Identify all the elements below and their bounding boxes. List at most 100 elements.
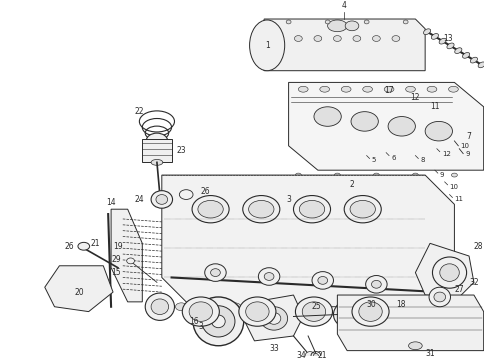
- Ellipse shape: [427, 86, 437, 92]
- Ellipse shape: [439, 38, 446, 44]
- Ellipse shape: [192, 195, 229, 223]
- Ellipse shape: [294, 36, 302, 41]
- Text: 33: 33: [269, 344, 279, 353]
- Ellipse shape: [455, 48, 462, 54]
- Ellipse shape: [388, 117, 416, 136]
- Ellipse shape: [366, 275, 387, 293]
- Ellipse shape: [78, 242, 90, 250]
- Ellipse shape: [248, 201, 274, 218]
- Ellipse shape: [470, 57, 478, 63]
- Ellipse shape: [339, 308, 355, 321]
- Ellipse shape: [146, 133, 168, 149]
- Ellipse shape: [350, 201, 375, 218]
- Text: 21: 21: [318, 351, 327, 360]
- Text: 22: 22: [135, 107, 144, 116]
- Ellipse shape: [425, 121, 452, 141]
- Ellipse shape: [314, 354, 318, 357]
- Ellipse shape: [403, 20, 408, 24]
- Ellipse shape: [341, 86, 351, 92]
- Polygon shape: [45, 266, 113, 312]
- Ellipse shape: [334, 302, 361, 327]
- Text: 13: 13: [442, 34, 452, 43]
- Ellipse shape: [145, 293, 174, 320]
- Text: 11: 11: [454, 197, 464, 202]
- Text: 30: 30: [367, 300, 376, 309]
- Ellipse shape: [478, 62, 485, 68]
- Ellipse shape: [245, 302, 269, 321]
- Text: 7: 7: [466, 131, 471, 140]
- Ellipse shape: [363, 86, 372, 92]
- Polygon shape: [338, 295, 484, 351]
- Ellipse shape: [434, 292, 445, 302]
- Ellipse shape: [264, 273, 274, 280]
- Ellipse shape: [151, 159, 163, 165]
- Ellipse shape: [448, 86, 458, 92]
- Ellipse shape: [364, 20, 369, 24]
- Text: 3: 3: [198, 322, 203, 331]
- Ellipse shape: [295, 173, 301, 177]
- Ellipse shape: [337, 303, 348, 311]
- Ellipse shape: [328, 20, 347, 32]
- Text: 26: 26: [64, 242, 74, 251]
- Text: 12: 12: [411, 93, 420, 102]
- Text: 28: 28: [474, 242, 484, 251]
- Ellipse shape: [286, 20, 291, 24]
- Polygon shape: [416, 243, 474, 297]
- Text: 26: 26: [201, 187, 210, 196]
- Text: 5: 5: [371, 157, 376, 163]
- Ellipse shape: [312, 272, 334, 289]
- Text: 4: 4: [342, 1, 346, 10]
- Text: 15: 15: [111, 268, 121, 277]
- Text: 18: 18: [396, 300, 405, 309]
- Text: 17: 17: [384, 86, 394, 95]
- Ellipse shape: [243, 195, 280, 223]
- Ellipse shape: [351, 112, 378, 131]
- Ellipse shape: [127, 258, 134, 264]
- Ellipse shape: [267, 312, 281, 324]
- Ellipse shape: [156, 194, 168, 204]
- Text: 29: 29: [111, 255, 121, 264]
- Text: 31: 31: [425, 349, 435, 358]
- Text: 20: 20: [74, 288, 84, 297]
- Polygon shape: [245, 295, 303, 341]
- Polygon shape: [162, 175, 454, 307]
- Ellipse shape: [175, 303, 187, 311]
- Ellipse shape: [258, 268, 280, 285]
- Ellipse shape: [151, 299, 169, 315]
- Text: 2: 2: [350, 180, 354, 189]
- Text: 16: 16: [189, 317, 199, 326]
- Ellipse shape: [260, 307, 288, 330]
- Ellipse shape: [406, 86, 416, 92]
- Ellipse shape: [372, 36, 380, 41]
- Ellipse shape: [295, 297, 333, 326]
- Text: 11: 11: [430, 102, 440, 111]
- Ellipse shape: [294, 195, 331, 223]
- Ellipse shape: [318, 276, 328, 284]
- Polygon shape: [254, 19, 425, 71]
- Ellipse shape: [305, 352, 315, 359]
- Text: 9: 9: [440, 172, 444, 178]
- Ellipse shape: [202, 306, 235, 337]
- Ellipse shape: [413, 173, 418, 177]
- Ellipse shape: [325, 20, 330, 24]
- Ellipse shape: [440, 264, 459, 282]
- Ellipse shape: [299, 201, 325, 218]
- Ellipse shape: [151, 191, 172, 208]
- Ellipse shape: [433, 257, 466, 288]
- Ellipse shape: [344, 195, 381, 223]
- Text: 34: 34: [296, 351, 306, 360]
- Ellipse shape: [352, 297, 389, 326]
- Ellipse shape: [359, 302, 382, 321]
- Text: 32: 32: [469, 278, 479, 287]
- Text: 12: 12: [441, 150, 451, 157]
- Ellipse shape: [302, 302, 326, 321]
- Ellipse shape: [423, 29, 431, 35]
- Ellipse shape: [314, 36, 322, 41]
- Ellipse shape: [298, 86, 308, 92]
- Text: 3: 3: [286, 195, 291, 204]
- Text: 10: 10: [449, 184, 459, 190]
- Text: 1: 1: [265, 41, 270, 50]
- Ellipse shape: [451, 173, 457, 177]
- Text: 27: 27: [454, 285, 464, 294]
- Text: 14: 14: [106, 198, 116, 207]
